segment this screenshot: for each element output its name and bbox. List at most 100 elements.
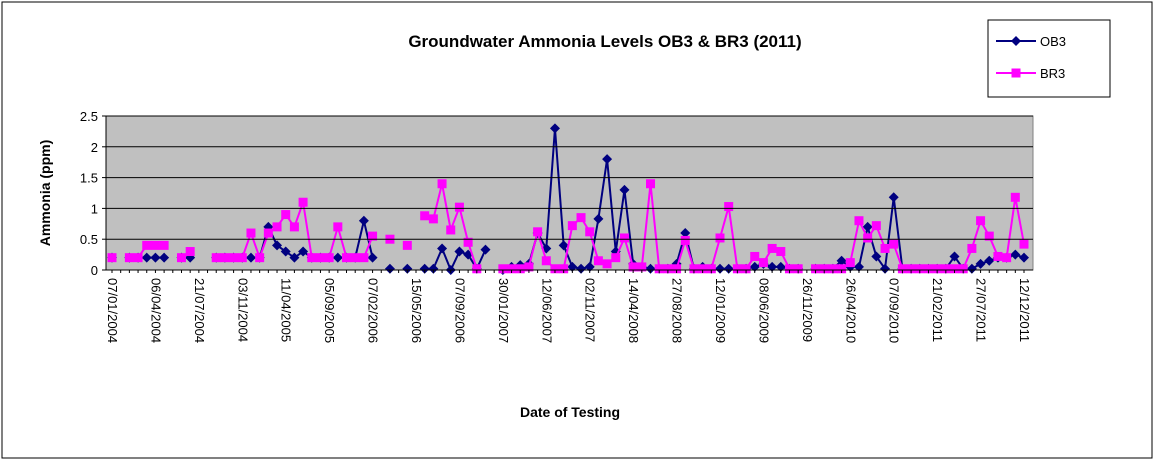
x-tick-label: 14/04/2008 — [626, 278, 641, 343]
x-tick-label: 12/06/2007 — [539, 278, 554, 343]
data-point — [367, 252, 378, 263]
data-point — [828, 264, 838, 274]
x-tick-label: 05/09/2005 — [322, 278, 337, 343]
data-point — [1019, 239, 1029, 249]
legend-label: BR3 — [1040, 66, 1065, 81]
data-point — [550, 264, 560, 274]
data-point — [446, 225, 456, 235]
data-point — [585, 227, 595, 237]
data-point — [654, 264, 664, 274]
data-point — [142, 240, 152, 250]
data-point — [645, 263, 656, 274]
data-point — [975, 258, 986, 269]
x-tick-label: 03/11/2004 — [235, 278, 250, 342]
data-point — [298, 197, 308, 207]
data-point — [298, 246, 309, 257]
data-point — [541, 256, 551, 266]
data-point — [715, 263, 725, 274]
data-point — [602, 154, 613, 165]
data-point — [837, 264, 847, 274]
data-point — [689, 264, 699, 274]
data-point — [628, 262, 638, 272]
data-point — [880, 243, 890, 253]
x-tick-label: 07/09/2006 — [452, 278, 467, 343]
data-point — [949, 251, 960, 262]
data-point — [437, 179, 447, 189]
data-point — [611, 253, 621, 263]
data-point — [767, 261, 778, 272]
data-point — [958, 264, 968, 274]
data-point — [315, 253, 325, 263]
data-point — [141, 252, 152, 263]
data-point — [871, 251, 882, 262]
x-tick-label: 26/04/2010 — [843, 278, 858, 343]
data-point — [437, 243, 448, 254]
data-point — [984, 255, 995, 266]
data-point — [567, 221, 577, 231]
data-point — [342, 253, 352, 263]
data-point — [749, 261, 760, 272]
data-point — [272, 222, 282, 232]
data-point — [567, 261, 578, 272]
data-point — [732, 264, 742, 274]
data-point — [281, 210, 291, 220]
data-point — [463, 237, 473, 247]
data-point — [176, 253, 186, 263]
data-point — [558, 240, 569, 251]
y-tick-label: 1 — [91, 201, 98, 216]
data-point — [159, 252, 170, 263]
data-point — [811, 264, 821, 274]
data-point — [454, 202, 464, 212]
data-point — [941, 264, 951, 274]
data-point — [454, 246, 465, 257]
data-point — [1019, 252, 1029, 263]
data-point — [967, 243, 977, 253]
data-point — [715, 233, 725, 243]
data-point — [845, 258, 855, 268]
data-point — [107, 253, 117, 263]
data-point — [672, 264, 682, 274]
data-point — [159, 240, 169, 250]
data-point — [915, 264, 925, 274]
data-point — [889, 239, 899, 249]
data-point — [124, 253, 134, 263]
data-point — [237, 253, 247, 263]
data-point — [150, 240, 160, 250]
data-point — [420, 211, 430, 221]
data-point — [880, 263, 891, 274]
x-tick-label: 02/11/2007 — [583, 278, 598, 342]
y-tick-label: 0 — [91, 263, 98, 278]
data-point — [871, 221, 881, 231]
y-tick-label: 1.5 — [80, 171, 98, 186]
data-point — [515, 264, 525, 274]
y-tick-label: 2 — [91, 140, 98, 155]
x-tick-label: 07/09/2010 — [887, 278, 902, 343]
data-point — [819, 264, 829, 274]
data-point — [289, 222, 299, 232]
data-point — [723, 263, 734, 274]
x-tick-label: 07/02/2006 — [366, 278, 381, 343]
data-point — [932, 264, 942, 274]
legend-marker — [1011, 68, 1021, 78]
x-tick-label: 11/04/2005 — [279, 278, 294, 342]
legend-marker — [1011, 36, 1021, 46]
data-point — [888, 192, 899, 203]
x-tick-label: 07/01/2004 — [105, 278, 120, 343]
x-tick-label: 15/05/2006 — [409, 278, 424, 343]
chart-title: Groundwater Ammonia Levels OB3 & BR3 (20… — [408, 32, 801, 51]
data-point — [211, 253, 221, 263]
data-point — [333, 222, 343, 232]
data-point — [307, 253, 317, 263]
data-point — [185, 247, 195, 257]
y-tick-label: 2.5 — [80, 109, 98, 124]
data-point — [246, 228, 256, 238]
marks: OB3 BR3 — [107, 34, 1066, 275]
data-point — [384, 263, 395, 274]
x-tick-label: 27/08/2008 — [670, 278, 685, 343]
data-point — [637, 262, 647, 272]
data-point — [507, 264, 517, 274]
data-point — [775, 261, 786, 272]
data-point — [741, 264, 751, 274]
data-point — [559, 264, 569, 274]
x-tick-label: 21/02/2011 — [930, 278, 945, 342]
